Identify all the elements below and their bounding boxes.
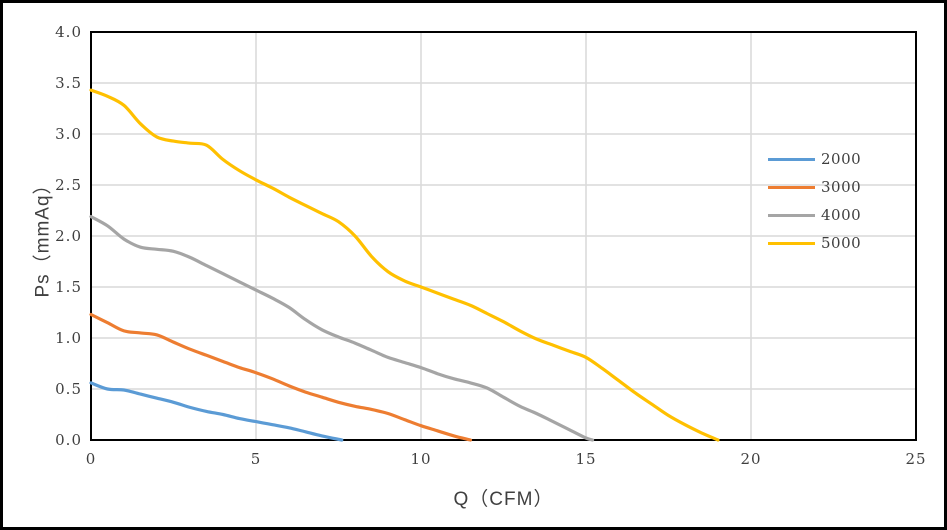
x-tick-label: 10: [410, 450, 432, 468]
x-axis-title: Q（CFM）: [453, 489, 554, 510]
legend-item-4000: 4000: [768, 201, 861, 229]
x-tick-label: 5: [250, 450, 262, 468]
x-tick-label: 20: [740, 450, 762, 468]
y-tick-label: 1.0: [55, 329, 82, 347]
legend-item-2000: 2000: [768, 145, 861, 173]
legend-label: 3000: [821, 178, 862, 196]
y-tick-label: 2.5: [55, 176, 82, 194]
x-tick-label: 15: [575, 450, 597, 468]
plot-border: [90, 31, 917, 441]
legend-line-sample: [768, 185, 815, 189]
legend-line-sample: [768, 157, 815, 161]
y-tick-label: 1.5: [55, 278, 82, 296]
series-line-5000: [89, 88, 720, 442]
y-tick-label: 2.0: [55, 227, 82, 245]
series-line-4000: [89, 215, 595, 442]
legend-line-sample: [768, 213, 815, 217]
plot-area: [89, 31, 917, 442]
y-tick-label: 3.0: [55, 125, 82, 143]
series-line-3000: [89, 312, 473, 442]
legend-label: 4000: [821, 206, 862, 224]
legend: 2000 3000 4000 5000: [768, 145, 861, 257]
series-line-2000: [89, 381, 344, 442]
y-tick-label: 4.0: [55, 23, 82, 41]
x-tick-label: 25: [905, 450, 927, 468]
legend-item-5000: 5000: [768, 229, 861, 257]
legend-label: 2000: [821, 150, 862, 168]
legend-line-sample: [768, 241, 815, 245]
legend-label: 5000: [821, 234, 862, 252]
x-tick-label: 0: [85, 450, 97, 468]
y-tick-label: 0.0: [55, 431, 82, 449]
y-tick-label: 0.5: [55, 380, 82, 398]
legend-item-3000: 3000: [768, 173, 861, 201]
y-tick-label: 3.5: [55, 74, 82, 92]
